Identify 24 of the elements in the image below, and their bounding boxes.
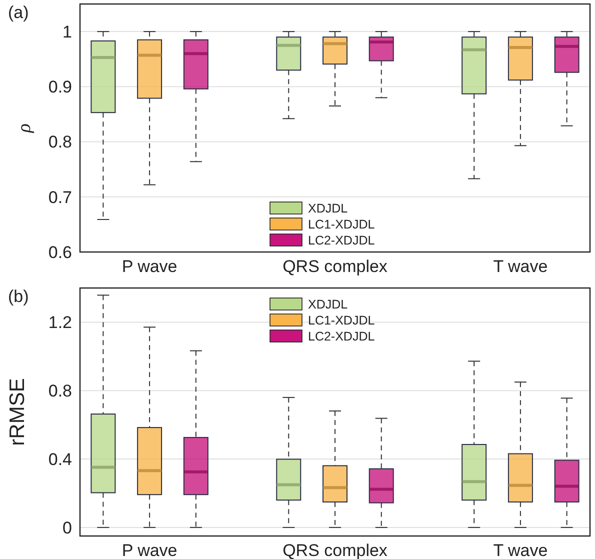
legend-label: XDJDL bbox=[308, 297, 348, 312]
x-tick-label: T wave bbox=[493, 257, 548, 276]
y-axis-title: ρ bbox=[14, 123, 35, 134]
legend-label: LC1-XDJDL bbox=[308, 217, 375, 232]
chart-title: (a) bbox=[8, 3, 29, 22]
y-tick-label: 0.4 bbox=[48, 450, 72, 469]
x-tick-label: T wave bbox=[493, 541, 548, 559]
legend-label: LC2-XDJDL bbox=[308, 329, 375, 344]
chart-title: (b) bbox=[8, 287, 29, 306]
y-tick-label: 0.8 bbox=[48, 382, 72, 401]
x-tick-label: P wave bbox=[122, 541, 178, 559]
y-tick-label: 0.8 bbox=[48, 132, 72, 152]
y-tick-label: 0.6 bbox=[48, 242, 72, 262]
y-tick-label: 1 bbox=[62, 22, 72, 42]
x-tick-label: P wave bbox=[122, 257, 178, 276]
y-tick-label: 0.7 bbox=[48, 188, 72, 207]
y-tick-label: 0.9 bbox=[48, 78, 72, 97]
y-tick-label: 1.2 bbox=[48, 313, 72, 332]
y-axis-title: rRMSE bbox=[6, 378, 29, 446]
legend-label: LC2-XDJDL bbox=[308, 233, 375, 248]
y-tick-label: 0 bbox=[62, 518, 72, 538]
legend-label: XDJDL bbox=[308, 201, 348, 216]
x-tick-label: QRS complex bbox=[282, 257, 388, 276]
legend-label: LC1-XDJDL bbox=[308, 313, 375, 328]
